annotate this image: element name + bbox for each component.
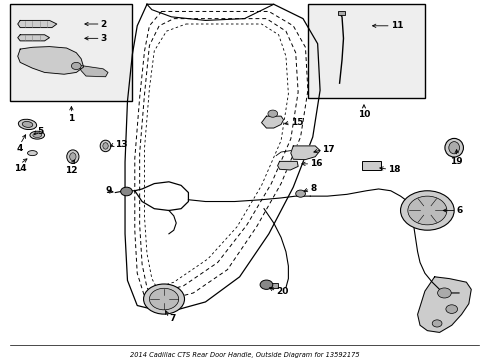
Text: 3: 3 [101,34,107,43]
Text: 19: 19 [449,157,462,166]
Text: 1: 1 [68,114,74,123]
Bar [337,12,345,15]
Text: 7: 7 [168,314,175,323]
Ellipse shape [444,138,463,157]
Bar [361,161,380,170]
Bar [10,4,132,101]
Circle shape [260,280,272,289]
Text: 16: 16 [310,159,322,168]
Circle shape [295,190,305,197]
Circle shape [400,191,453,230]
Ellipse shape [30,131,44,139]
Circle shape [143,284,184,314]
Ellipse shape [22,121,33,127]
Text: 9: 9 [105,186,112,195]
Text: 6: 6 [456,206,462,215]
Ellipse shape [67,150,79,163]
Polygon shape [18,21,57,28]
Ellipse shape [102,143,108,149]
Text: 5: 5 [37,127,43,136]
Ellipse shape [70,153,76,161]
Circle shape [431,320,441,327]
Polygon shape [79,65,108,77]
Circle shape [407,196,446,225]
Polygon shape [277,161,298,170]
Polygon shape [261,116,283,128]
Text: 2014 Cadillac CTS Rear Door Handle, Outside Diagram for 13592175: 2014 Cadillac CTS Rear Door Handle, Outs… [129,351,359,357]
Bar [267,283,277,288]
Text: 8: 8 [310,184,316,193]
Ellipse shape [448,141,459,154]
Circle shape [121,187,132,196]
Polygon shape [18,35,49,41]
Text: 20: 20 [276,287,288,296]
Circle shape [149,288,178,310]
Ellipse shape [19,119,37,130]
Text: 2: 2 [101,19,107,28]
Bar [307,4,424,98]
Text: 13: 13 [115,140,127,149]
Text: 10: 10 [357,110,369,119]
Text: 4: 4 [17,144,23,153]
Circle shape [445,305,457,314]
Text: 14: 14 [14,164,26,173]
Circle shape [437,288,450,298]
Polygon shape [290,146,320,159]
Text: 18: 18 [387,165,400,174]
Ellipse shape [27,150,37,156]
Polygon shape [417,277,470,332]
Polygon shape [18,46,83,74]
Ellipse shape [33,133,41,138]
Circle shape [71,62,81,69]
Text: 12: 12 [65,166,78,175]
Text: 15: 15 [290,118,303,127]
Text: 17: 17 [322,145,334,154]
Text: 11: 11 [390,21,403,30]
Circle shape [267,110,277,117]
Ellipse shape [100,140,111,152]
